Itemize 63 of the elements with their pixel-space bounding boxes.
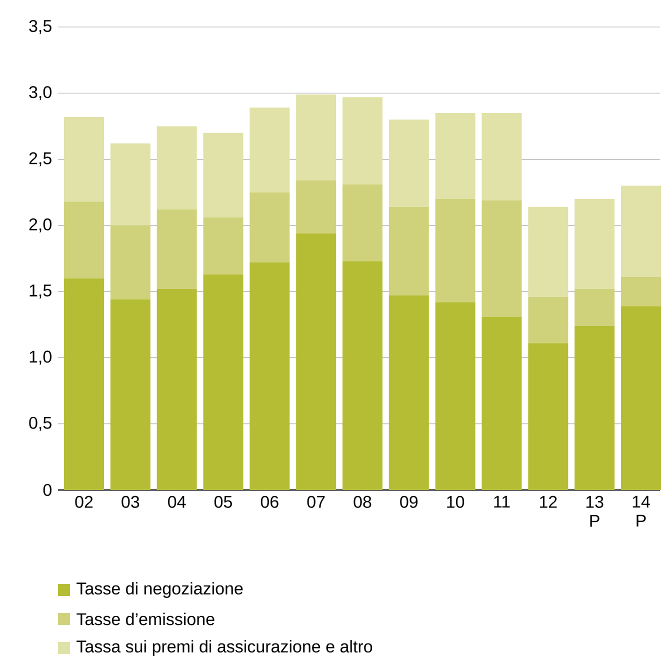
x-tick-label: 07 xyxy=(307,496,325,508)
bar xyxy=(64,202,104,278)
bar xyxy=(250,192,290,262)
bar xyxy=(388,296,429,490)
bar xyxy=(342,261,382,490)
bar xyxy=(435,198,476,302)
y-tick-label: 1,0 xyxy=(30,350,52,365)
x-tick-label: 11 xyxy=(494,496,510,508)
bar xyxy=(110,143,150,226)
bar xyxy=(203,217,244,274)
x-tick-label: 03 xyxy=(122,496,140,508)
bar xyxy=(528,206,568,297)
bar xyxy=(574,326,615,490)
bar xyxy=(296,94,336,180)
bar xyxy=(482,316,522,490)
y-tick-label: 3,5 xyxy=(29,20,52,34)
x-tick-label: 06 xyxy=(260,496,278,508)
bar xyxy=(342,184,382,262)
legend-label: Tassa sui premi di assicurazione e altro xyxy=(76,640,372,656)
bar xyxy=(296,233,336,490)
bar xyxy=(620,186,661,278)
x-tick-label: 14 P xyxy=(632,496,650,527)
bar xyxy=(574,198,615,289)
x-tick-label: 10 xyxy=(447,496,464,508)
bar xyxy=(342,97,382,184)
bar xyxy=(528,343,568,490)
y-tick-label: 2,0 xyxy=(29,218,52,232)
bar xyxy=(620,277,661,306)
x-tick-label: 02 xyxy=(75,496,93,508)
legend-label: Tasse d’emissione xyxy=(76,612,214,626)
y-tick-label: 3,0 xyxy=(29,86,52,100)
legend-label: Tasse di negoziazione xyxy=(76,582,243,598)
y-tick-label: 0 xyxy=(43,484,52,496)
bar xyxy=(156,126,197,210)
x-tick-label: 05 xyxy=(214,496,232,508)
bar xyxy=(110,225,150,300)
bar xyxy=(482,200,522,317)
bar xyxy=(620,306,661,490)
bar xyxy=(388,206,429,296)
y-tick-label: 2,5 xyxy=(29,152,52,166)
x-tick-label: 09 xyxy=(400,496,418,508)
bar xyxy=(203,274,244,490)
bar xyxy=(528,296,568,344)
x-tick-label: 08 xyxy=(354,496,372,508)
y-tick-label: 1,5 xyxy=(30,284,52,298)
bar xyxy=(250,262,290,490)
y-tick-label: 0,5 xyxy=(29,416,52,431)
bar xyxy=(482,112,522,200)
bar xyxy=(388,120,429,207)
x-tick-label: 04 xyxy=(168,496,186,508)
bar xyxy=(250,108,290,192)
bar xyxy=(110,299,150,490)
bar xyxy=(435,112,476,199)
bar xyxy=(203,132,244,218)
bar xyxy=(296,180,336,234)
bar xyxy=(64,278,104,490)
bar xyxy=(156,210,197,289)
bar xyxy=(64,116,104,202)
x-tick-label: 12 xyxy=(540,496,557,508)
bar xyxy=(574,288,615,326)
bar xyxy=(156,288,197,490)
bar xyxy=(435,302,476,490)
x-tick-label: 13 P xyxy=(586,496,604,527)
